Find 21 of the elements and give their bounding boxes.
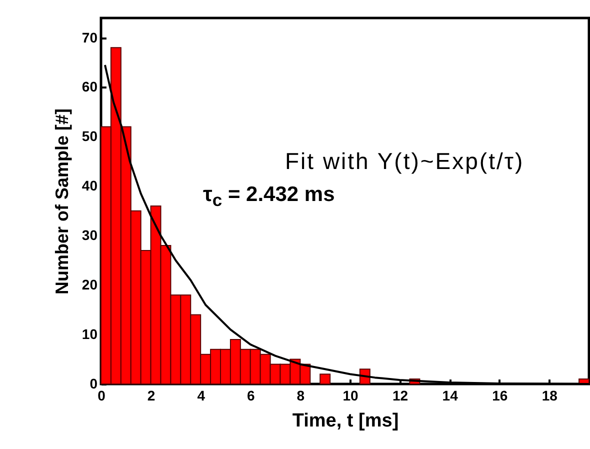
y-tick-label: 60	[82, 78, 98, 95]
y-tick-label: 70	[82, 29, 98, 46]
x-tick-label: 10	[342, 388, 358, 404]
annotation: Fit with Y(t)~Exp(t/τ)	[285, 148, 524, 175]
x-tick-label: 6	[246, 388, 255, 404]
x-tick-label: 14	[442, 388, 458, 404]
x-tick-label: 2	[147, 388, 156, 404]
y-tick-label: 20	[82, 276, 98, 293]
y-tick-label: 50	[82, 128, 98, 144]
y-tick-label: 0	[90, 376, 98, 392]
y-tick-label: 30	[82, 227, 98, 244]
x-axis-title: Time, t [ms]	[292, 410, 399, 432]
x-tick-label: 4	[197, 388, 206, 404]
y-tick-label: 10	[82, 326, 98, 342]
x-tick-label: 12	[392, 388, 408, 404]
y-axis-title: Number of Sample [#]	[52, 108, 72, 295]
x-tick-label: 16	[492, 388, 508, 404]
x-tick-label: 18	[542, 388, 558, 404]
x-tick-label: 8	[296, 388, 305, 404]
annotation: τ$_{c}$ = 2.432 ms	[203, 183, 335, 212]
y-tick-label: 40	[82, 178, 98, 194]
